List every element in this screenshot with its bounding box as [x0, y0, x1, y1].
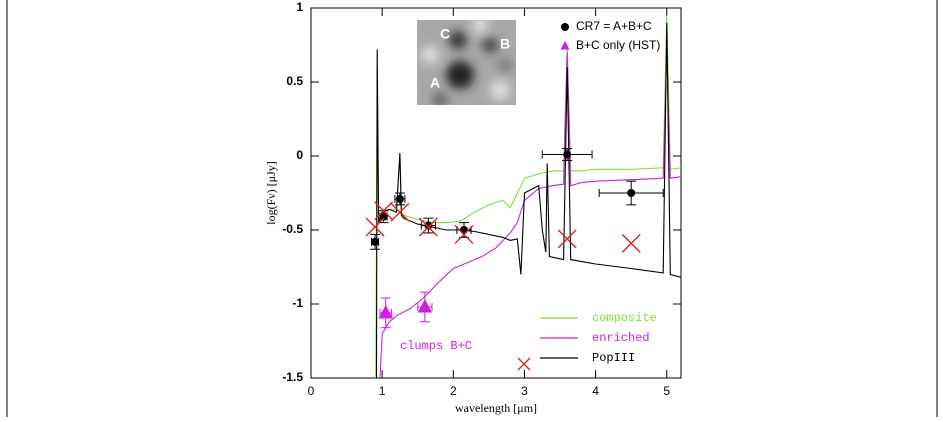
- x-tick-label: 2: [450, 384, 457, 398]
- data-point: [395, 194, 404, 203]
- legend-label: B+C only (HST): [576, 38, 660, 52]
- inset-label: B: [500, 36, 510, 52]
- y-tick-label: 1: [296, 0, 303, 14]
- plot-frame: [310, 7, 682, 379]
- model-cross: [374, 201, 394, 221]
- annotation: clumps B+C: [400, 339, 472, 353]
- y-tick-label: -0.5: [282, 222, 303, 236]
- legend-marker: [517, 357, 531, 371]
- spectrum-line: [375, 22, 682, 379]
- y-tick-label: -1: [292, 296, 303, 310]
- x-tick-label: 3: [521, 384, 528, 398]
- y-axis-label: log(Fν) [μJy]: [264, 161, 278, 225]
- spectrum-line: [379, 52, 682, 379]
- legend-marker: [560, 41, 570, 50]
- y-tick-label: -1.5: [282, 370, 303, 384]
- data-point: [378, 304, 393, 319]
- data-point: [627, 189, 636, 197]
- y-tick-label: 0.5: [286, 74, 303, 88]
- model-cross: [557, 229, 577, 249]
- legend-label: composite: [592, 311, 657, 325]
- inset-label: C: [440, 26, 450, 42]
- data-point: [417, 298, 433, 313]
- x-tick-label: 0: [308, 384, 315, 398]
- y-tick-label: 0: [296, 148, 303, 162]
- model-cross: [390, 202, 410, 222]
- legend-label: PopIII: [592, 351, 635, 365]
- x-tick-label: 4: [592, 384, 599, 398]
- model-cross: [418, 217, 438, 237]
- model-cross: [621, 233, 641, 253]
- data-point: [379, 212, 388, 221]
- legend-label: enriched: [592, 331, 650, 345]
- model-cross: [365, 217, 385, 237]
- legend-label: CR7 = A+B+C: [576, 19, 652, 33]
- legend-marker: [561, 23, 569, 31]
- data-point: [459, 226, 468, 234]
- data-point: [563, 150, 572, 159]
- inset-image: C B A: [417, 20, 516, 105]
- data-point: [424, 221, 433, 230]
- data-point: [371, 237, 380, 246]
- inset-label: A: [430, 75, 440, 91]
- x-tick-label: 1: [379, 384, 386, 398]
- model-cross: [454, 224, 474, 244]
- x-axis-label: wavelength [μm]: [455, 401, 537, 415]
- x-tick-label: 5: [663, 384, 670, 398]
